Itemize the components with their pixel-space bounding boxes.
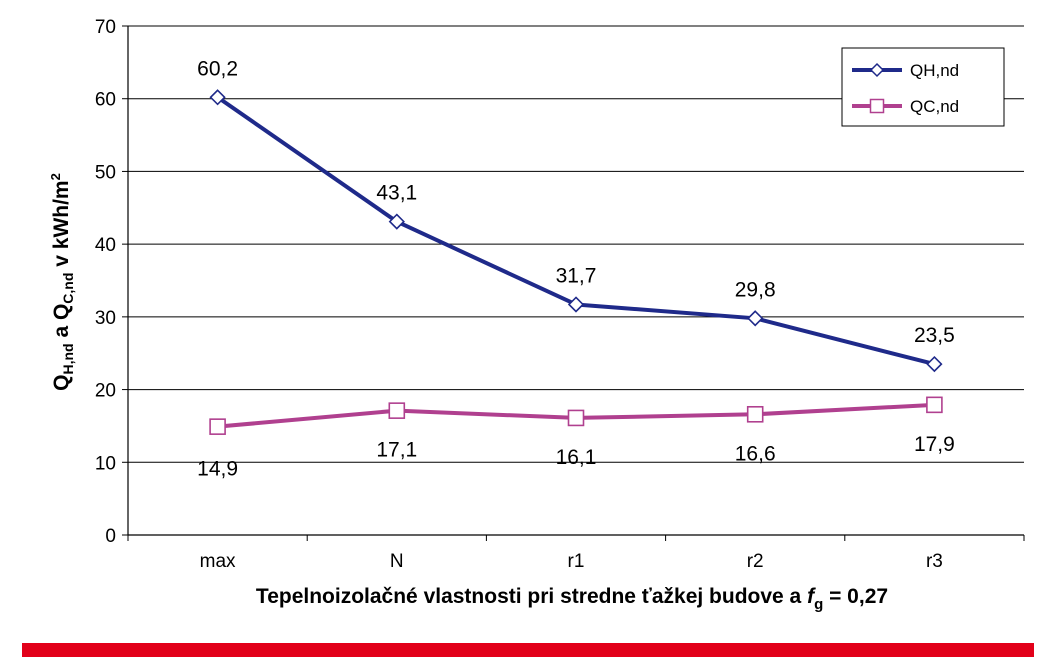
legend-label: QC,nd [910, 97, 959, 116]
data-point-marker [747, 310, 764, 327]
x-tick-label: r1 [568, 551, 585, 572]
y-axis-title: QH,nd a QC,nd v kWh/m2 [48, 173, 76, 391]
legend-marker [869, 98, 885, 114]
data-point-marker [209, 89, 226, 106]
legend-marker [869, 62, 885, 78]
y-tick-label: 20 [95, 381, 116, 402]
y-tick-label: 0 [105, 526, 116, 547]
data-label: 16,6 [735, 442, 776, 465]
y-tick-label: 40 [95, 235, 116, 256]
y-tick-label: 50 [95, 162, 116, 183]
data-label: 31,7 [556, 264, 597, 287]
data-point-marker [746, 405, 764, 423]
series-layer [209, 89, 943, 435]
y-tick-label: 10 [95, 453, 116, 474]
gridlines [128, 25, 1024, 463]
x-tick-label: r2 [747, 551, 764, 572]
bottom-accent-bar [22, 643, 1034, 657]
y-tick-label: 70 [95, 17, 116, 38]
data-labels: 60,2 43,1 31,7 29,8 23,5 14,9 17,1 16,1 16,6 17,9 [197, 57, 955, 480]
data-point-marker [209, 418, 226, 435]
legend-box [841, 47, 1005, 127]
data-point-marker [926, 396, 943, 414]
data-label: 29,8 [735, 278, 776, 301]
data-label: 43,1 [376, 182, 417, 205]
x-axis-title: Tepelnoizolačné vlastnosti pri stredne ť… [256, 585, 888, 613]
y-tick-label: 30 [95, 308, 116, 329]
data-label: 16,1 [556, 446, 597, 469]
legend: QH,nd QC,nd [841, 47, 1005, 127]
data-label: 17,1 [376, 439, 417, 462]
y-tick-label: 60 [95, 90, 116, 111]
data-label: 60,2 [197, 57, 238, 80]
data-label: 14,9 [197, 458, 238, 481]
data-point-marker [388, 402, 406, 419]
y-axis-ticks: 0 10 20 30 40 50 60 70 [95, 17, 128, 547]
data-point-marker [567, 409, 585, 427]
data-point-marker [926, 355, 943, 373]
data-label: 23,5 [914, 324, 955, 347]
x-tick-label: max [200, 551, 236, 572]
data-point-marker [567, 296, 585, 313]
axes [127, 26, 1024, 536]
data-label: 17,9 [914, 433, 955, 456]
x-tick-label: r3 [926, 551, 943, 572]
series-line [216, 95, 935, 367]
data-point-marker [388, 213, 405, 230]
x-tick-label: N [390, 551, 404, 572]
legend-label: QH,nd [910, 61, 959, 80]
